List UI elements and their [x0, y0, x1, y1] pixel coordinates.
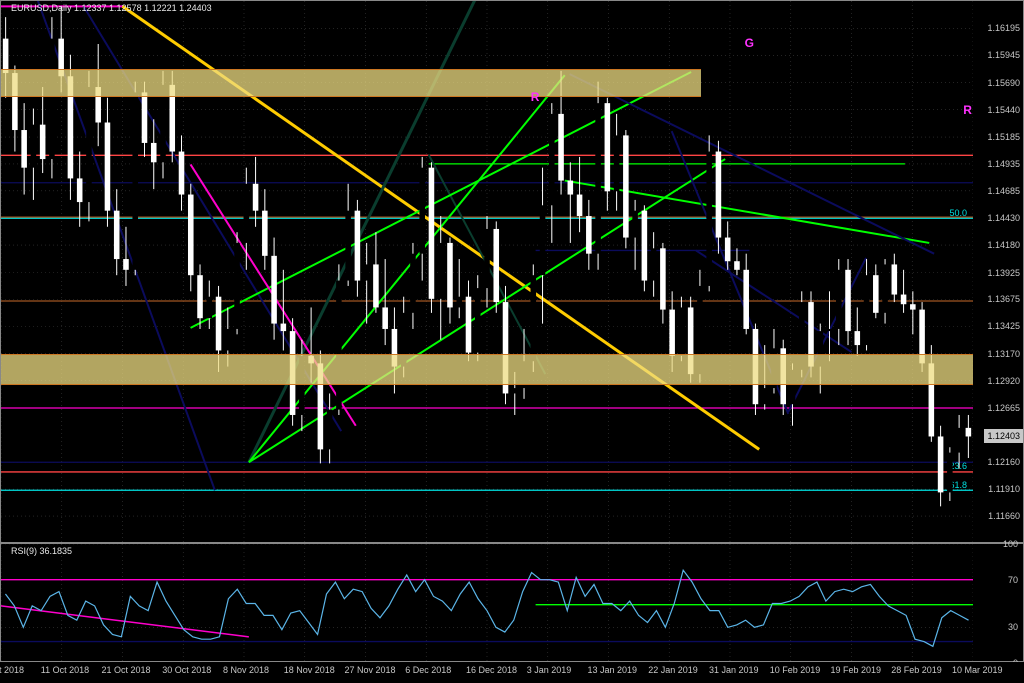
current-price-marker: 1.12403: [984, 429, 1023, 443]
rsi-plot-area: [1, 544, 973, 663]
chart-title: EURUSD,Daily 1.12337 1.12578 1.12221 1.2…: [11, 3, 212, 13]
rsi-axis: 10070300: [971, 544, 1023, 663]
main-price-chart[interactable]: EURUSD,Daily 1.12337 1.12578 1.12221 1.2…: [0, 0, 1024, 543]
rsi-indicator-chart[interactable]: RSI(9) 36.1835 10070300: [0, 543, 1024, 662]
price-axis: 1.161951.159451.156901.154401.151851.149…: [971, 1, 1023, 544]
svg-text:50.0: 50.0: [949, 208, 967, 218]
chart-container: EURUSD,Daily 1.12337 1.12578 1.12221 1.2…: [0, 0, 1024, 683]
time-axis: 2 Oct 201811 Oct 201821 Oct 201830 Oct 2…: [0, 662, 1024, 683]
rsi-title: RSI(9) 36.1835: [11, 546, 72, 556]
